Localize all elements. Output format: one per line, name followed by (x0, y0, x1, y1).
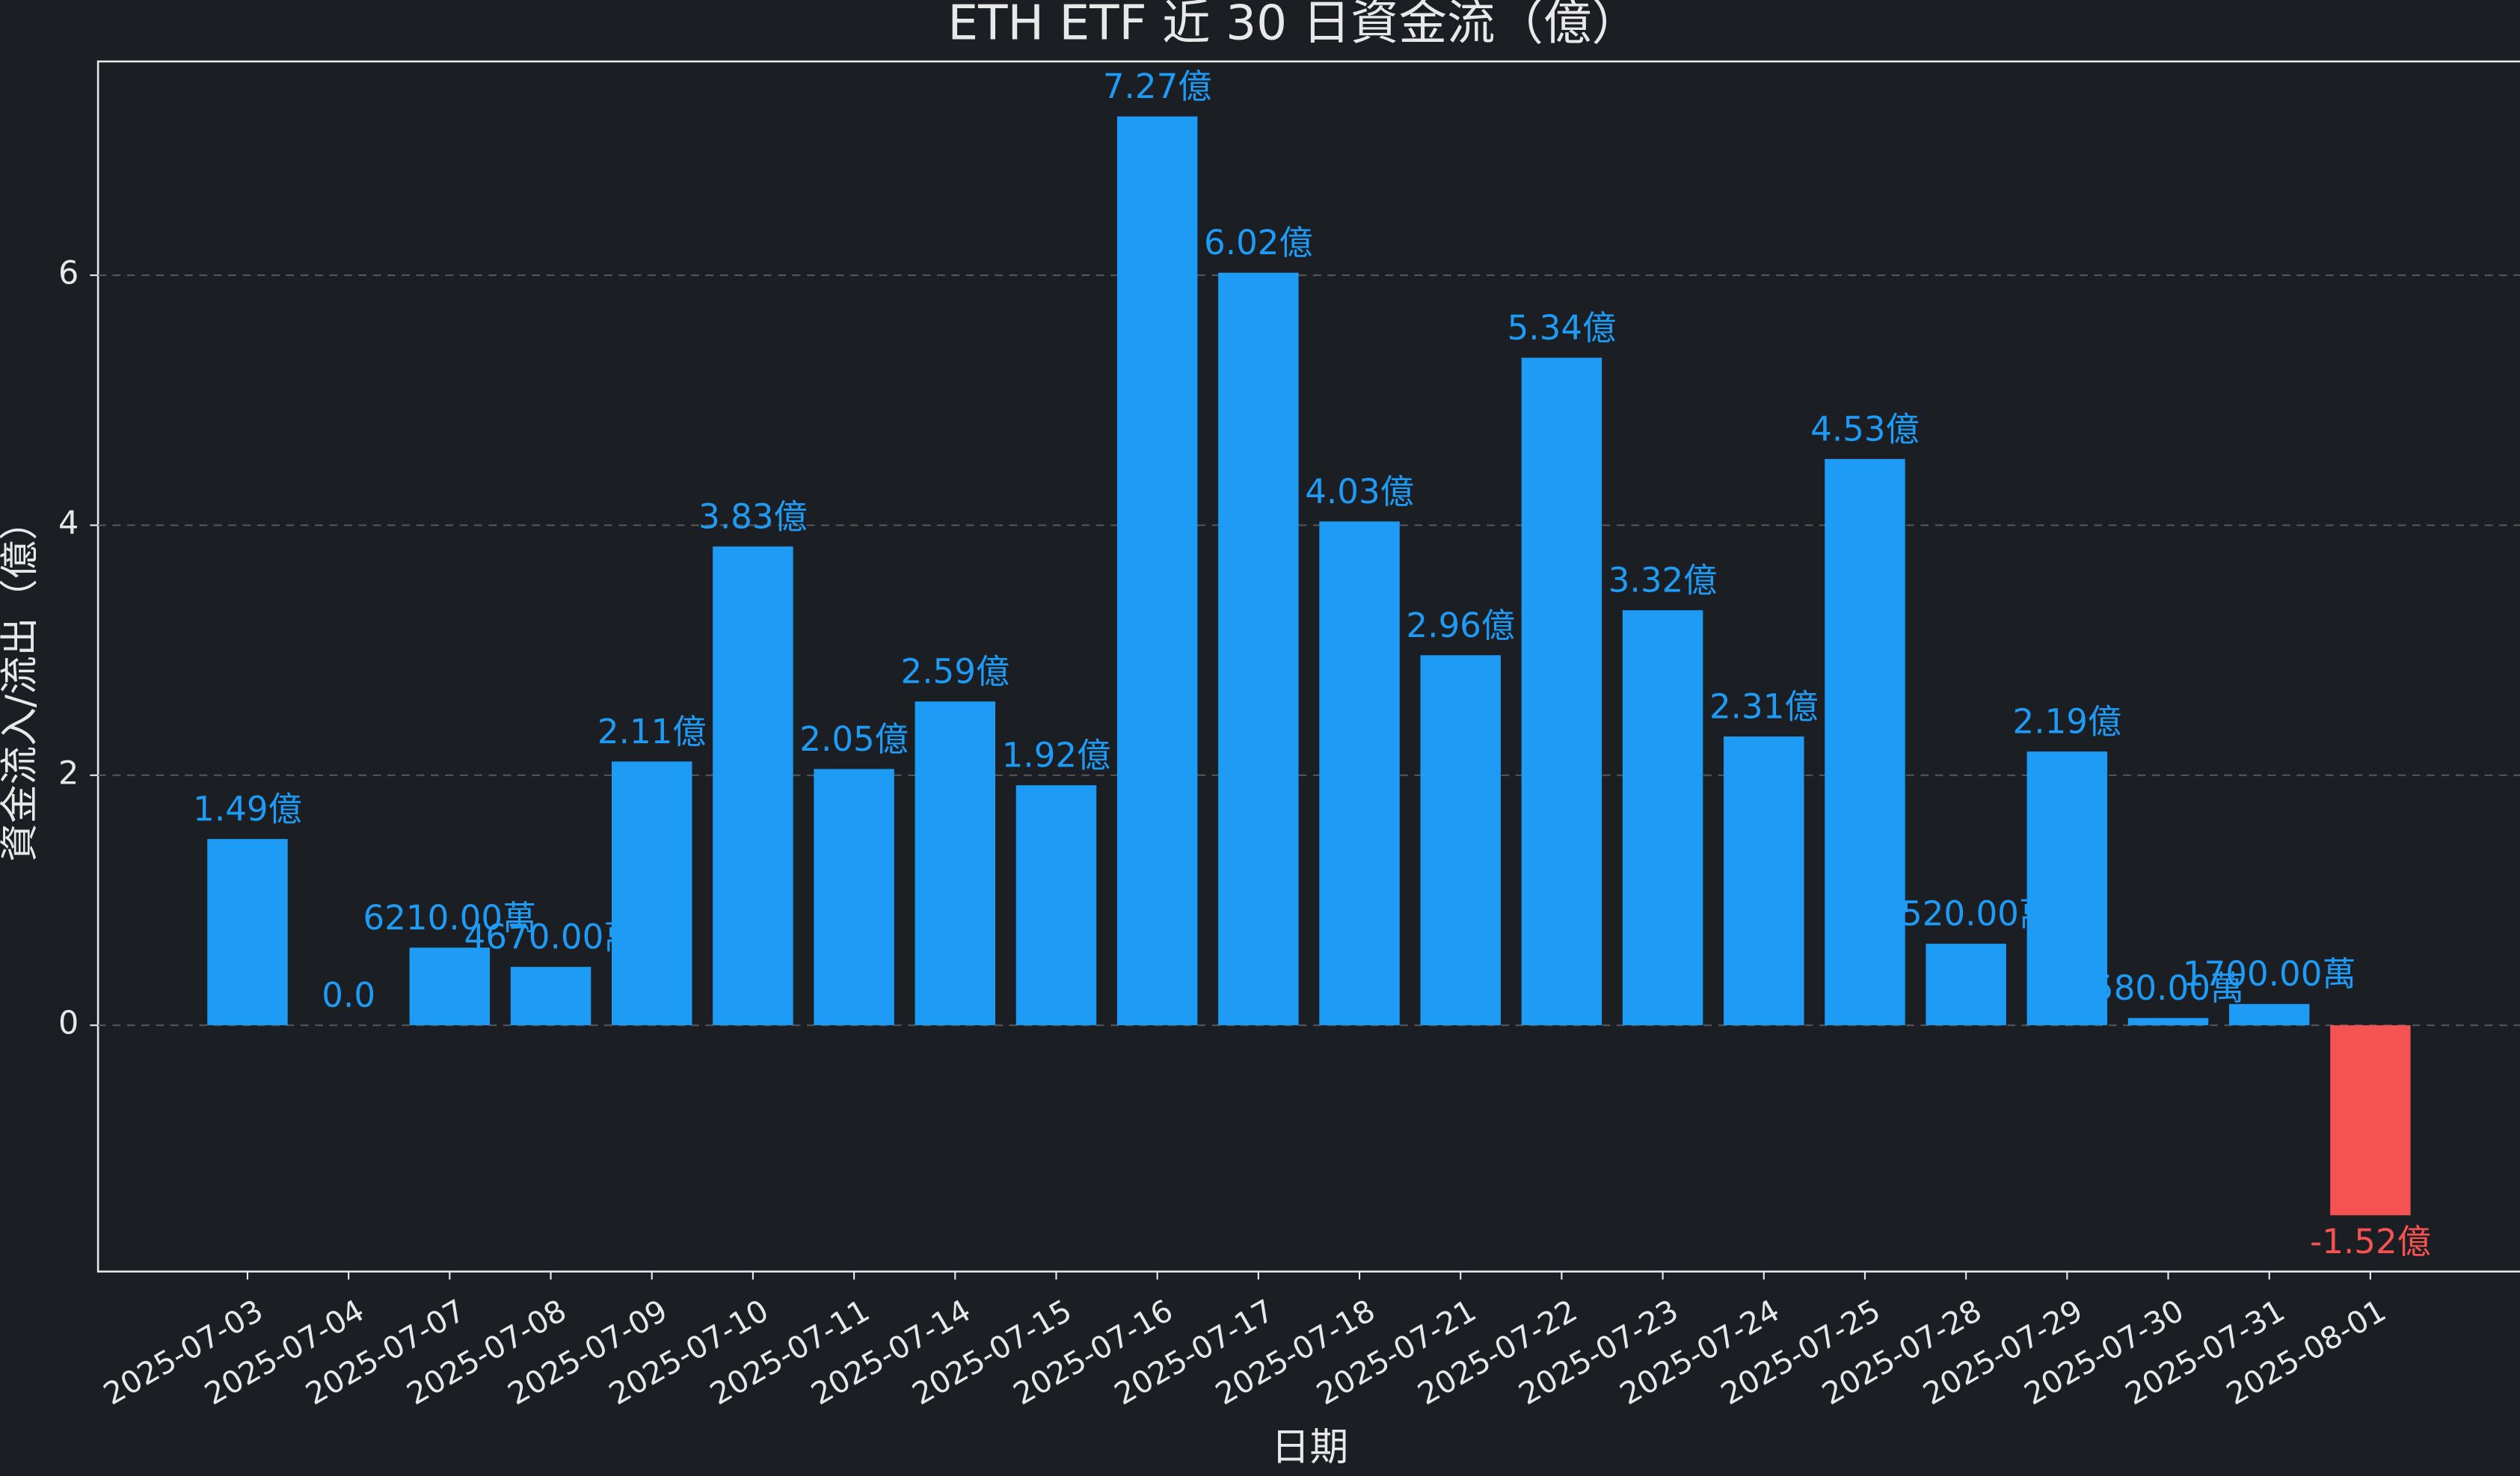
bar (510, 967, 591, 1026)
bar (1622, 610, 1703, 1026)
y-tick-label: 0 (58, 1005, 79, 1042)
bar (1521, 357, 1602, 1026)
bar (2026, 751, 2108, 1026)
bar (1420, 655, 1501, 1026)
bar (2330, 1025, 2411, 1216)
value-label: 2.11億 (597, 712, 707, 751)
value-label: 2.59億 (900, 652, 1009, 692)
bar (814, 769, 894, 1026)
value-label: 5.34億 (1508, 308, 1617, 348)
y-tick-label: 2 (58, 754, 79, 792)
value-label: 580.00萬 (2092, 968, 2244, 1008)
bar (2228, 1003, 2310, 1026)
value-label: 4670.00萬 (464, 917, 638, 957)
plot-frame (96, 60, 2520, 1273)
bar (2127, 1018, 2209, 1026)
value-label: 1700.00萬 (2183, 954, 2356, 994)
value-label: 2.96億 (1406, 606, 1515, 645)
value-label: 4.53億 (1810, 409, 1920, 449)
value-label: 1.49億 (193, 790, 302, 829)
bar (1926, 944, 2006, 1026)
bar (611, 761, 692, 1026)
chart-title: ETH ETF 近 30 日資金流（億） (947, 0, 1640, 51)
bar (1825, 458, 1905, 1026)
bar (1218, 272, 1299, 1026)
value-label: 0.0 (322, 976, 375, 1015)
bar (1116, 116, 1198, 1026)
y-axis-label: 資金流入/流出（億） (0, 502, 43, 862)
value-label: 6520.00萬 (1879, 894, 2053, 934)
value-label: 2.31億 (1709, 686, 1819, 726)
bar (713, 546, 793, 1026)
value-label: 7.27億 (1103, 67, 1212, 106)
value-label: 4.03億 (1305, 472, 1414, 511)
value-label: 3.32億 (1608, 561, 1718, 600)
value-label: 3.83億 (698, 496, 808, 536)
value-label: 6.02億 (1204, 223, 1313, 262)
value-label: 2.05億 (799, 719, 909, 759)
bar (1015, 785, 1097, 1026)
bar (915, 701, 996, 1026)
bar (207, 839, 288, 1026)
value-label: 2.19億 (2013, 702, 2122, 742)
value-label: 1.92億 (1002, 736, 1111, 775)
value-label: -1.52億 (2310, 1222, 2431, 1261)
x-axis-label: 日期 (1271, 1425, 1348, 1470)
y-tick-label: 6 (58, 255, 79, 292)
value-label: 6210.00萬 (363, 898, 536, 938)
bar (409, 947, 491, 1026)
y-tick-label: 4 (58, 505, 79, 542)
bar (1319, 521, 1400, 1026)
bar (1724, 736, 1804, 1026)
